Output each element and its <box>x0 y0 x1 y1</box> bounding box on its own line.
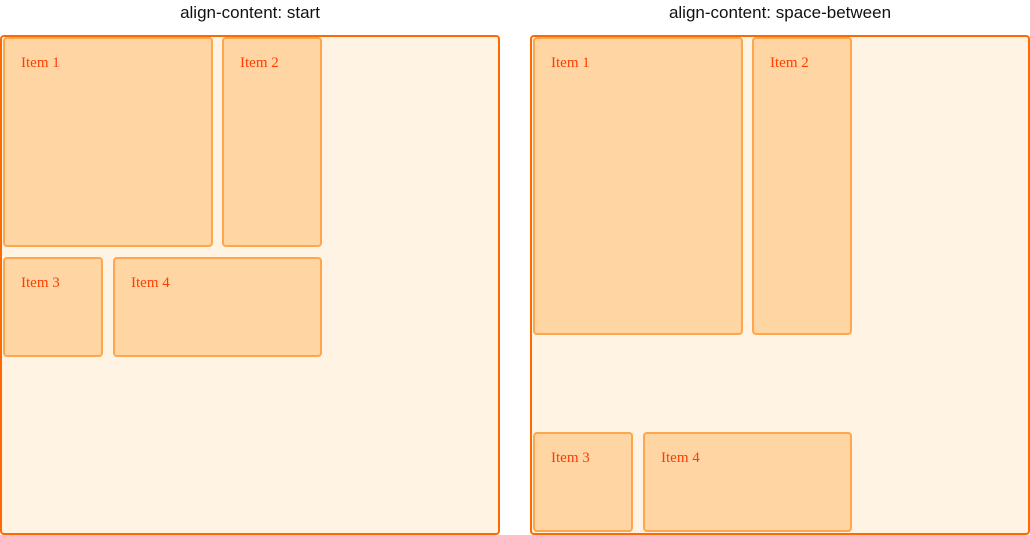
grid-item: Item 3 <box>3 257 103 357</box>
grid-item: Item 1 <box>3 37 213 247</box>
grid-item: Item 1 <box>533 37 743 335</box>
grid-container-space-between: Item 1 Item 2 Item 3 Item 4 <box>530 35 1030 535</box>
grid-item: Item 2 <box>752 37 852 335</box>
grid-container-start: Item 1 Item 2 Item 3 Item 4 <box>0 35 500 535</box>
grid-item: Item 2 <box>222 37 322 247</box>
panel-title: align-content: start <box>180 3 320 22</box>
grid-item: Item 4 <box>113 257 322 357</box>
panel-title: align-content: space-between <box>668 3 892 22</box>
grid-item: Item 3 <box>533 432 633 532</box>
grid-item: Item 4 <box>643 432 852 532</box>
